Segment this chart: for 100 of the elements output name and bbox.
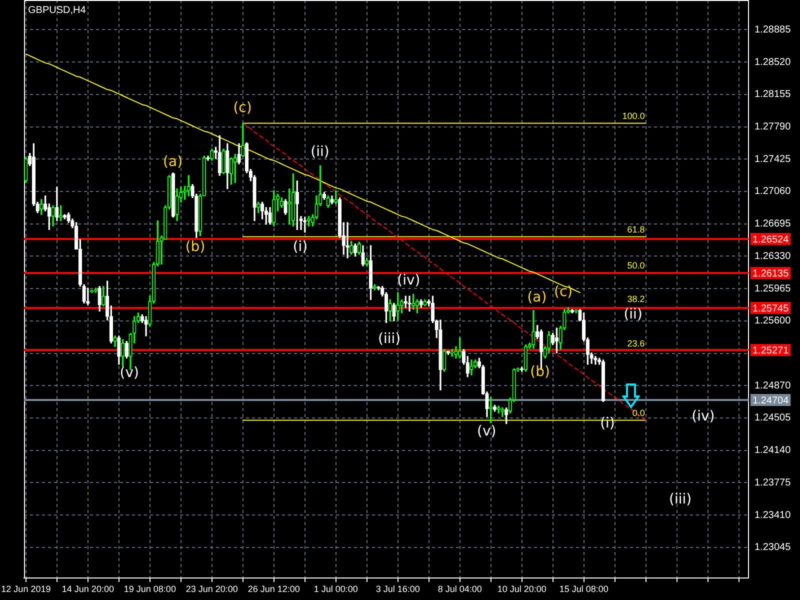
candlestick — [113, 336, 117, 347]
annotation: (b) — [185, 238, 206, 255]
y-tick-label: 1.23775 — [754, 477, 792, 488]
ref-line-label: 1.24704 — [752, 395, 790, 406]
x-tick-label: 26 Jun 12:00 — [248, 584, 300, 594]
candlestick — [470, 360, 474, 376]
y-tick-label: 1.24140 — [754, 445, 792, 456]
series-label: 61.8 — [627, 224, 645, 235]
candlestick — [55, 186, 59, 222]
candlestick — [454, 346, 458, 358]
annotation: (ii) — [310, 144, 330, 160]
y-tick-label: 1.23410 — [754, 510, 792, 521]
ref-line-label: 1.26524 — [752, 234, 790, 246]
candlestick — [392, 302, 396, 322]
candlestick — [442, 348, 446, 372]
annotation: (v) — [120, 364, 139, 381]
y-tick-label: 1.24505 — [754, 412, 792, 424]
y-tick-label: 1.27790 — [754, 122, 792, 133]
y-tick-label: 1.28520 — [754, 56, 792, 68]
candlestick — [423, 299, 427, 306]
candlestick — [446, 350, 450, 355]
x-tick-label: 14 Jun 20:00 — [62, 584, 114, 594]
x-tick-label: 19 Jun 08:00 — [124, 584, 176, 594]
candlestick — [51, 205, 55, 226]
candlestick — [330, 196, 334, 204]
candlestick — [353, 243, 358, 257]
candlestick — [504, 407, 508, 424]
candlestick — [594, 356, 598, 365]
annotation: (c) — [554, 284, 573, 300]
candlestick — [98, 286, 102, 312]
annotation: (iii) — [669, 492, 692, 508]
x-tick-label: 3 Jul 16:00 — [376, 584, 420, 594]
annotation: (i) — [600, 415, 615, 432]
annotation: (iv) — [397, 272, 420, 289]
candlestick — [117, 336, 121, 365]
annotation: (iv) — [692, 408, 715, 424]
y-tick-label: 1.26695 — [754, 218, 792, 230]
candlestick — [171, 172, 175, 218]
candlestick — [492, 404, 497, 412]
candlestick — [256, 202, 260, 214]
candlestick — [40, 199, 44, 215]
candlestick — [120, 339, 125, 366]
candlestick — [218, 135, 222, 176]
candlestick — [532, 310, 536, 349]
annotation: (iii) — [378, 331, 401, 348]
candlestick — [458, 337, 462, 358]
ref-line-label: 1.25745 — [752, 303, 790, 314]
candlestick — [350, 240, 354, 255]
candlestick — [396, 292, 400, 320]
y-tick-label: 1.27425 — [754, 154, 792, 165]
y-tick-label: 1.27060 — [754, 186, 792, 198]
candlestick — [24, 157, 28, 183]
y-tick-label: 1.26330 — [754, 250, 792, 262]
candlestick — [284, 199, 288, 215]
ref-line-label: 1.25271 — [752, 345, 790, 356]
candlestick — [268, 207, 272, 225]
candlestick — [288, 188, 292, 225]
candlestick — [241, 122, 245, 156]
y-tick-label: 1.25600 — [754, 316, 792, 327]
candlestick — [601, 360, 606, 402]
annotation: (b) — [530, 364, 550, 380]
y-tick-label: 1.28885 — [754, 24, 792, 36]
y-tick-label: 1.23045 — [754, 542, 792, 554]
candlestick — [438, 320, 442, 390]
candlestick — [419, 299, 423, 308]
candlestick — [361, 245, 365, 266]
annotation: 23.6 — [627, 338, 645, 348]
annotation: (ii) — [624, 306, 642, 322]
x-tick-label: 8 Jul 04:00 — [438, 584, 482, 594]
y-tick-label: 1.28155 — [754, 89, 792, 100]
x-tick-label: 23 Jun 20:00 — [186, 584, 238, 594]
candlestick — [524, 344, 528, 372]
candlestick — [357, 242, 361, 255]
y-tick-label: 1.25965 — [754, 283, 792, 294]
y-tick-label: 1.24870 — [754, 380, 792, 392]
candlestick — [175, 188, 179, 222]
annotation: 38.2 — [627, 294, 645, 304]
candlestick — [206, 156, 210, 161]
x-tick-label: 10 Jul 20:00 — [497, 584, 546, 594]
candlestick — [144, 316, 148, 336]
candlestick — [102, 286, 106, 306]
x-tick-label: 12 Jun 2019 — [1, 584, 51, 594]
series-label: 100.0 — [622, 111, 645, 122]
annotation: (a) — [527, 290, 547, 306]
annotation: (v) — [476, 423, 496, 440]
annotation: (i) — [292, 238, 308, 255]
candlestick — [346, 222, 350, 258]
candlestick — [272, 190, 276, 226]
candlestick — [500, 407, 504, 417]
ref-line-label: 1.26135 — [752, 268, 790, 280]
candlestick — [222, 148, 226, 174]
series-label: 0.0 — [632, 408, 645, 418]
x-tick-label: 1 Jul 00:00 — [314, 584, 358, 594]
candlestick — [124, 340, 128, 358]
annotation: 50.0 — [627, 260, 645, 270]
x-tick-label: 15 Jul 08:00 — [559, 584, 608, 594]
candlestick — [368, 245, 373, 300]
annotation: (a) — [163, 154, 183, 170]
candlestick — [86, 288, 90, 306]
candlestick — [291, 173, 296, 226]
